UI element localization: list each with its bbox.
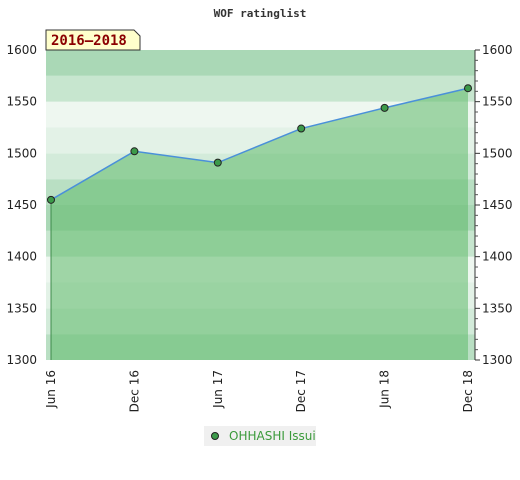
x-tick-label: Dec 16 [127, 370, 141, 412]
data-point [213, 158, 222, 167]
data-point [464, 84, 472, 93]
period-label: 2016–2018 [51, 33, 127, 49]
y-tick-label-right: 1350 [482, 301, 513, 315]
grid-band [46, 50, 475, 76]
y-tick-label-left: 1550 [6, 95, 37, 109]
x-tick-label: Dec 18 [461, 370, 475, 412]
y-axis-left: 1300 1350 1400 1450 1500 1550 1600 [6, 43, 37, 367]
chart-title: WOF ratinglist [214, 7, 307, 20]
y-tick-label-right: 1550 [482, 95, 513, 109]
data-point [47, 195, 55, 204]
y-tick-label-left: 1500 [6, 146, 37, 160]
y-axis-right: 1300 1350 1400 1450 1500 1550 1600 [474, 43, 513, 367]
period-badge-box [45, 29, 141, 51]
area-layer [50, 87, 469, 360]
x-tick-label: Jun 16 [44, 370, 58, 409]
data-point [130, 147, 139, 156]
data-point [380, 103, 389, 112]
y-tick-label-right: 1600 [482, 43, 513, 57]
period-badge: 2016–2018 [45, 29, 141, 51]
legend-marker [211, 432, 219, 440]
y-tick-label-left: 1600 [6, 43, 37, 57]
legend-box [204, 426, 316, 446]
x-tick-label: Jun 17 [211, 370, 225, 409]
y-tick-label-left: 1400 [6, 250, 37, 264]
y-tick-label-left: 1350 [6, 301, 37, 315]
data-markers [47, 84, 472, 204]
legend: OHHASHI Issui [204, 426, 316, 446]
legend-series-name: OHHASHI Issui [229, 429, 316, 443]
data-point [297, 124, 306, 133]
y-tick-label-left: 1300 [6, 353, 37, 367]
series-line [50, 87, 469, 201]
x-axis: Jun 16 Dec 16 Jun 17 Dec 17 Jun 18 Dec 18 [44, 370, 475, 412]
y-tick-label-right: 1450 [482, 198, 513, 212]
series-area [51, 88, 468, 360]
y-tick-label-left: 1450 [6, 198, 37, 212]
x-tick-label: Jun 18 [378, 370, 392, 409]
y-tick-label-right: 1400 [482, 250, 513, 264]
x-tick-label: Dec 17 [294, 370, 308, 412]
grid-band [46, 75, 475, 102]
y-tick-label-right: 1300 [482, 353, 513, 367]
y-tick-label-right: 1500 [482, 146, 513, 160]
